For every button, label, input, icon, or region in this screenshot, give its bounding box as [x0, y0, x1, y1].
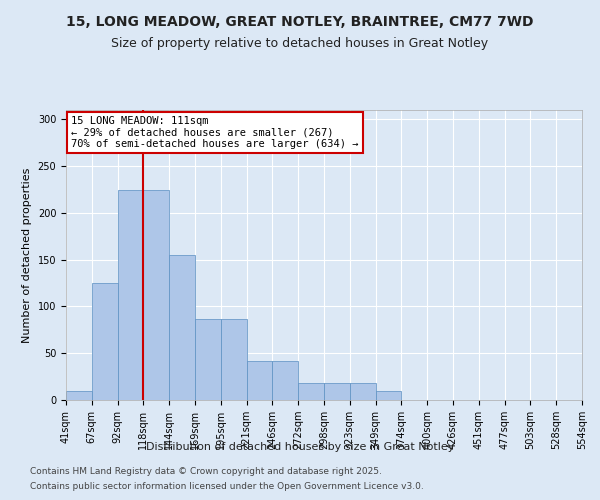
- Bar: [169, 255, 195, 400]
- Bar: [272, 360, 298, 400]
- Bar: [324, 383, 350, 400]
- Bar: [221, 318, 247, 400]
- Bar: [92, 283, 118, 400]
- Text: Size of property relative to detached houses in Great Notley: Size of property relative to detached ho…: [112, 38, 488, 51]
- Bar: [350, 383, 376, 400]
- Text: Distribution of detached houses by size in Great Notley: Distribution of detached houses by size …: [146, 442, 454, 452]
- Bar: [247, 360, 272, 400]
- Text: Contains public sector information licensed under the Open Government Licence v3: Contains public sector information licen…: [30, 482, 424, 491]
- Text: Contains HM Land Registry data © Crown copyright and database right 2025.: Contains HM Land Registry data © Crown c…: [30, 467, 382, 476]
- Text: 15, LONG MEADOW, GREAT NOTLEY, BRAINTREE, CM77 7WD: 15, LONG MEADOW, GREAT NOTLEY, BRAINTREE…: [66, 15, 534, 29]
- Bar: [195, 318, 221, 400]
- Text: 15 LONG MEADOW: 111sqm
← 29% of detached houses are smaller (267)
70% of semi-de: 15 LONG MEADOW: 111sqm ← 29% of detached…: [71, 116, 359, 149]
- Y-axis label: Number of detached properties: Number of detached properties: [22, 168, 32, 342]
- Bar: [298, 383, 324, 400]
- Bar: [66, 390, 92, 400]
- Bar: [143, 190, 169, 400]
- Bar: [118, 190, 143, 400]
- Bar: [376, 390, 401, 400]
